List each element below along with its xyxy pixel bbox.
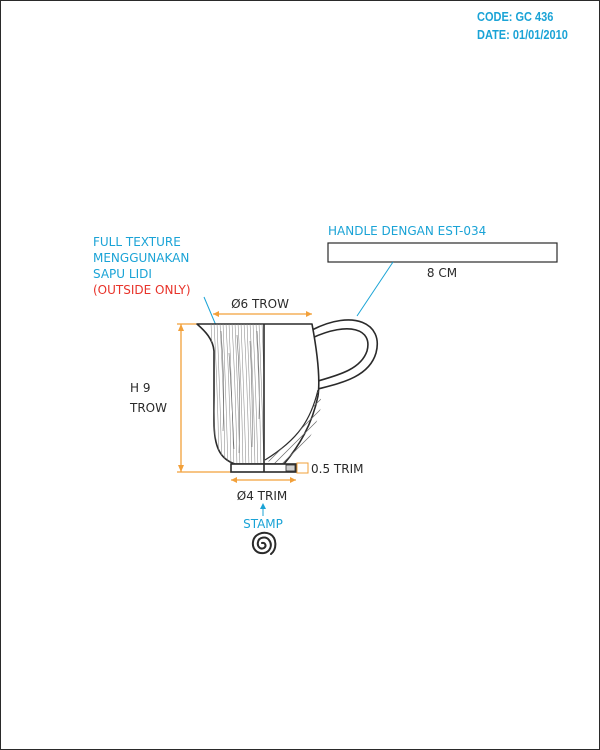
- date-label: DATE: 01/01/2010: [477, 28, 568, 42]
- foot-height-label: 0.5 TRIM: [311, 462, 363, 476]
- title-block: CODE: GC 436 DATE: 01/01/2010: [477, 8, 579, 44]
- foot-diameter-dimension: Ø4 TRIM: [231, 477, 296, 503]
- height-dimension: H 9 TROW: [129, 323, 231, 473]
- jug-handle: [311, 319, 379, 390]
- foot-height-dimension: 0.5 TRIM: [296, 462, 363, 476]
- height-label-line-2: TROW: [129, 401, 167, 415]
- spiral-stamp-icon: [251, 531, 277, 555]
- foot-diameter-label: Ø4 TRIM: [237, 489, 287, 503]
- jug-drawing: [196, 319, 379, 473]
- top-diameter-dimension: Ø6 TROW: [213, 297, 312, 317]
- handle-bar: [327, 242, 558, 263]
- stamp-callout: STAMP: [243, 503, 283, 555]
- handle-leader-line: [356, 261, 394, 317]
- outside-only-note: (OUTSIDE ONLY): [93, 283, 191, 297]
- handle-label: HANDLE DENGAN EST-034: [328, 224, 486, 238]
- texture-label-line-3: SAPU LIDI: [93, 267, 152, 281]
- texture-callout: FULL TEXTURE MENGGUNAKAN SAPU LIDI (OUTS…: [93, 235, 232, 362]
- stamp-label: STAMP: [243, 517, 283, 531]
- code-label: CODE: GC 436: [477, 10, 554, 24]
- height-label-line-1: H 9: [130, 381, 150, 395]
- handle-callout: HANDLE DENGAN EST-034 8 CM: [327, 224, 558, 317]
- top-diameter-label: Ø6 TROW: [231, 297, 289, 311]
- texture-label-line-2: MENGGUNAKAN: [93, 251, 189, 265]
- texture-hatching: [210, 324, 264, 464]
- handle-length-label: 8 CM: [427, 266, 457, 280]
- texture-label-line-1: FULL TEXTURE: [93, 235, 181, 249]
